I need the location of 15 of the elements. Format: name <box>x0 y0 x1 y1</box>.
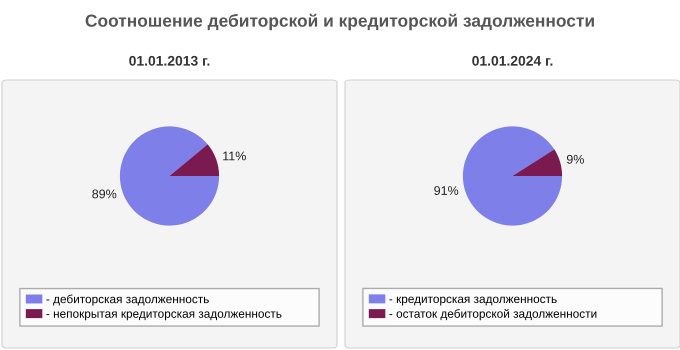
legend-label: - остаток дебиторской задолженности <box>389 308 596 320</box>
data-label: 9% <box>566 154 584 164</box>
chart-title: 01.01.2024 г. <box>472 56 552 66</box>
pie-slice <box>120 126 220 226</box>
data-label: 11% <box>223 152 246 160</box>
data-label: 89% <box>92 189 116 198</box>
pie-slice <box>512 149 562 176</box>
pie-slice <box>170 144 220 176</box>
chart-title: 01.01.2013 г. <box>129 56 210 66</box>
text: Соотношение дебиторской и кредиторской задолженности <box>86 14 594 30</box>
data-label: 91% <box>434 186 458 195</box>
legend-label: - дебиторская задолженность <box>46 294 209 306</box>
legend-label: - кредиторская задолженность <box>389 296 557 306</box>
legend-label: - непокрытая кредиторская задолженность <box>46 311 282 320</box>
pie-slice <box>462 126 562 226</box>
